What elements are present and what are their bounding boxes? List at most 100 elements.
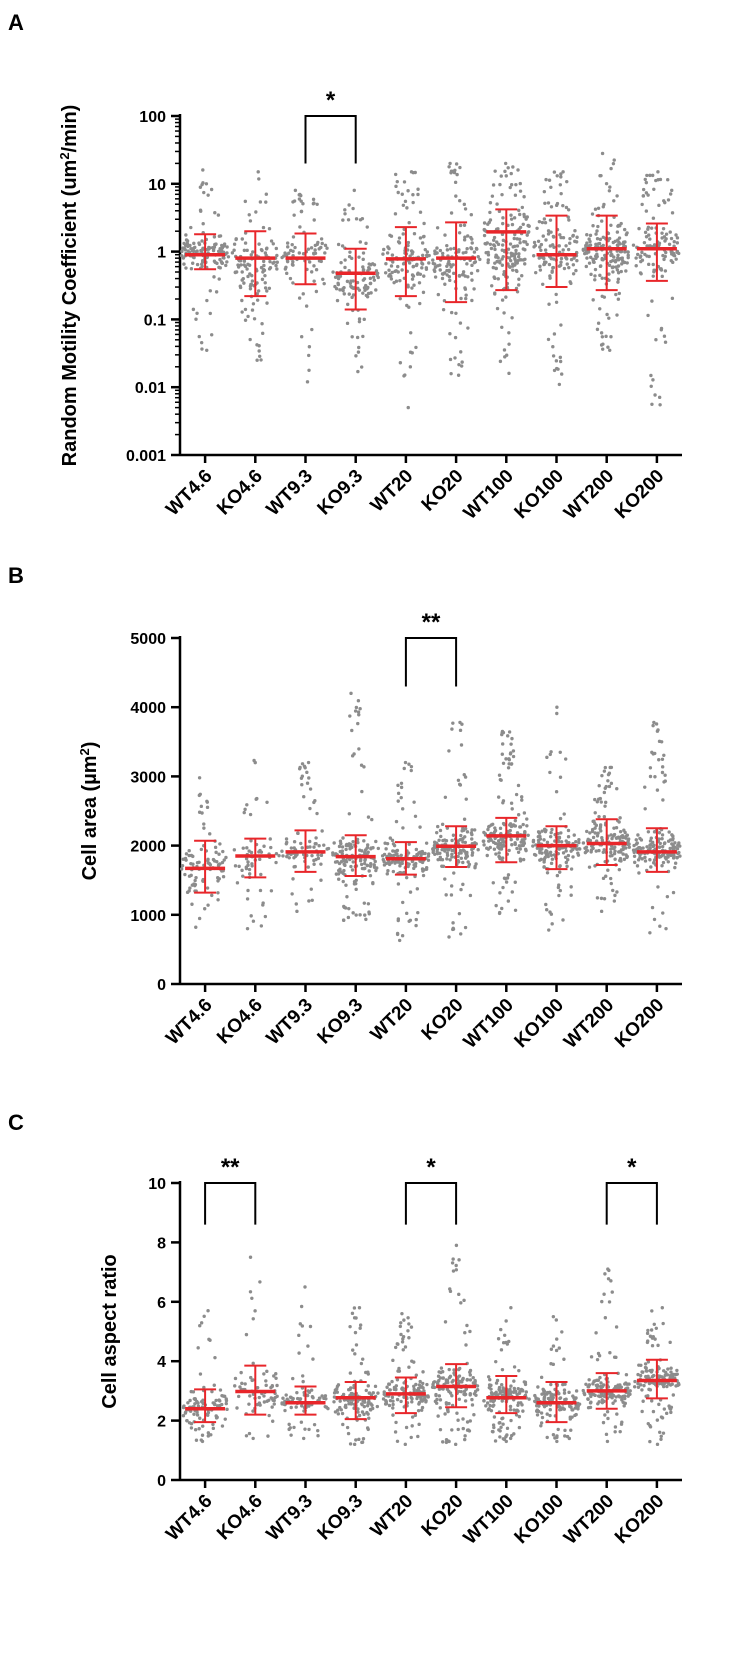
data-point	[219, 260, 224, 264]
data-point	[605, 1439, 610, 1444]
data-point	[575, 258, 579, 263]
data-point	[259, 872, 263, 877]
data-point	[459, 350, 463, 354]
data-point	[487, 1407, 491, 1411]
data-point	[212, 235, 217, 239]
data-point	[551, 1362, 556, 1367]
data-point	[498, 843, 502, 847]
data-point	[470, 832, 474, 837]
data-point	[289, 846, 294, 850]
data-point	[536, 835, 541, 839]
data-point	[562, 1391, 567, 1395]
data-point	[287, 856, 291, 860]
data-point	[531, 840, 536, 844]
data-point	[186, 1401, 190, 1405]
data-point	[521, 857, 526, 862]
data-point	[400, 934, 405, 938]
data-point	[491, 1404, 495, 1408]
data-point	[655, 1418, 660, 1422]
data-point	[246, 274, 250, 279]
data-point	[663, 1373, 667, 1377]
data-point	[597, 241, 602, 246]
data-point	[520, 1403, 524, 1407]
data-point	[523, 262, 527, 266]
data-point	[441, 1440, 445, 1444]
data-point	[349, 279, 353, 283]
data-point	[331, 270, 335, 274]
data-point	[425, 1382, 429, 1387]
data-point	[652, 830, 657, 834]
data-point	[345, 279, 350, 284]
data-point	[640, 250, 644, 255]
data-point	[610, 853, 614, 858]
data-point	[422, 234, 426, 239]
data-point	[391, 1402, 395, 1407]
data-point	[187, 889, 191, 893]
data-point	[559, 172, 563, 176]
data-point	[457, 1397, 461, 1401]
data-point	[218, 234, 223, 238]
data-point	[406, 1316, 410, 1320]
data-point	[345, 321, 350, 326]
data-point	[441, 1370, 445, 1374]
data-point	[650, 1399, 654, 1403]
data-point	[360, 789, 364, 794]
data-point	[645, 845, 649, 849]
data-point	[643, 230, 648, 235]
data-point	[352, 1306, 357, 1310]
data-point	[637, 871, 641, 875]
data-point	[366, 1384, 370, 1388]
data-point	[521, 222, 525, 226]
data-point	[366, 291, 371, 296]
data-point	[609, 1279, 613, 1283]
data-point	[673, 865, 677, 870]
data-point	[248, 219, 253, 223]
x-tick-label: KO9.3	[314, 995, 368, 1049]
data-point	[445, 1407, 450, 1412]
data-point	[603, 765, 608, 770]
data-point	[414, 923, 418, 928]
data-point	[431, 1382, 435, 1387]
data-point	[456, 1427, 460, 1432]
data-point	[544, 260, 548, 265]
data-point	[507, 758, 512, 762]
data-point	[555, 711, 559, 716]
data-point	[657, 203, 661, 208]
data-point	[602, 295, 607, 299]
x-tick-label: WT100	[460, 1491, 518, 1549]
data-point	[357, 345, 361, 350]
data-point	[493, 1439, 498, 1443]
data-point	[405, 303, 409, 308]
data-point	[401, 900, 405, 905]
data-point	[262, 1400, 267, 1404]
data-point	[391, 1358, 395, 1363]
data-point	[482, 839, 486, 843]
data-point	[645, 173, 649, 178]
data-point	[601, 235, 605, 240]
data-point	[608, 348, 612, 353]
data-point	[332, 841, 336, 845]
data-point	[400, 861, 404, 866]
data-point	[473, 865, 477, 870]
data-point	[546, 337, 551, 342]
y-tick-label: 4000	[130, 700, 166, 717]
data-point	[555, 1434, 559, 1438]
data-point	[671, 1393, 676, 1397]
data-point	[294, 902, 298, 906]
data-point	[283, 251, 287, 255]
data-point	[299, 1420, 304, 1424]
data-point	[632, 854, 637, 859]
data-point	[421, 290, 426, 295]
data-point	[573, 229, 577, 233]
data-point	[347, 292, 351, 296]
points-WT100	[482, 161, 531, 376]
data-point	[649, 1328, 654, 1332]
data-point	[293, 854, 298, 859]
data-point	[298, 765, 302, 770]
data-point	[267, 267, 272, 271]
data-point	[376, 1391, 380, 1395]
data-point	[591, 224, 595, 228]
data-point	[189, 873, 193, 878]
x-tick-label: WT9.3	[263, 1491, 317, 1545]
data-point	[552, 170, 557, 174]
